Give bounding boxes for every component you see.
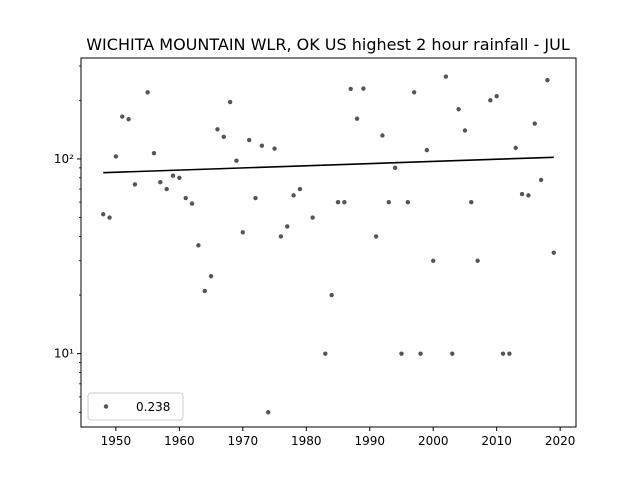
data-point — [380, 133, 385, 138]
x-tick-label: 1950 — [101, 434, 132, 448]
data-point — [132, 182, 138, 187]
data-point — [373, 234, 379, 239]
data-point — [208, 273, 214, 279]
data-point — [101, 212, 106, 217]
data-point — [399, 351, 404, 356]
plot-area: 1950 1960 1970 1980 1990 2000 2010 2020 10¹ 10² 0.… — [54, 57, 577, 448]
data-point — [418, 351, 423, 356]
data-point — [310, 215, 315, 220]
x-tick-label: 1960 — [164, 434, 195, 448]
data-point — [392, 165, 398, 171]
data-point — [221, 134, 226, 139]
data-point — [266, 410, 271, 415]
data-point — [215, 127, 220, 132]
data-point — [145, 90, 150, 95]
data-point — [443, 74, 449, 79]
y-tick-label: 10¹ — [54, 347, 74, 361]
data-point — [431, 258, 436, 263]
data-point — [240, 230, 246, 235]
data-point — [158, 179, 163, 185]
x-tick-label: 1970 — [228, 434, 259, 448]
x-tick-label: 2000 — [418, 434, 449, 448]
data-point — [329, 292, 334, 298]
x-tick-label: 1990 — [354, 434, 385, 448]
legend-marker — [103, 404, 109, 409]
data-point — [189, 201, 195, 206]
data-point — [151, 151, 157, 156]
data-point — [272, 146, 277, 151]
data-point — [462, 128, 468, 133]
x-tick-label: 2010 — [481, 434, 512, 448]
data-point — [202, 288, 207, 294]
data-point — [164, 186, 169, 192]
legend-label: 0.238 — [136, 400, 170, 414]
data-point — [323, 351, 328, 356]
data-point — [507, 351, 512, 356]
data-point — [405, 199, 411, 205]
data-point — [456, 107, 461, 112]
data-point — [538, 177, 544, 183]
trend-line — [103, 156, 554, 174]
data-point — [545, 77, 550, 83]
data-point — [386, 199, 391, 205]
data-point — [411, 90, 417, 95]
data-point — [246, 137, 252, 143]
data-point — [354, 116, 360, 121]
y-tick-label: 10² — [54, 152, 74, 166]
data-point — [348, 86, 353, 92]
data-point — [450, 351, 455, 356]
data-point — [519, 191, 525, 197]
data-point — [126, 117, 131, 122]
x-tick-label: 2020 — [545, 434, 576, 448]
data-point — [342, 199, 347, 205]
data-point — [113, 154, 119, 159]
data-point — [335, 199, 341, 205]
data-point — [291, 193, 296, 198]
data-point — [253, 195, 258, 201]
data-point — [526, 193, 531, 198]
data-point — [500, 351, 506, 356]
x-tick-label: 1980 — [291, 434, 322, 448]
legend-box — [87, 392, 184, 421]
data-point — [532, 121, 537, 126]
data-point — [488, 98, 493, 103]
data-point — [469, 199, 474, 205]
data-point — [494, 94, 499, 99]
data-point — [297, 186, 303, 192]
data-point — [551, 250, 556, 255]
data-point — [196, 243, 201, 248]
data-point — [177, 175, 182, 181]
data-point — [170, 173, 176, 178]
data-point — [120, 114, 125, 119]
data-point — [259, 143, 265, 148]
data-point — [227, 99, 233, 105]
data-point — [107, 215, 112, 220]
data-point — [278, 234, 284, 239]
chart-title: WICHITA MOUNTAIN WLR, OK US highest 2 ho… — [86, 35, 570, 54]
data-point — [234, 158, 239, 163]
data-point — [285, 224, 290, 229]
data-point — [513, 145, 518, 151]
data-point — [183, 195, 188, 201]
data-point — [475, 258, 480, 263]
data-point — [361, 86, 366, 91]
axes-frame — [80, 57, 577, 428]
data-point — [424, 147, 430, 153]
